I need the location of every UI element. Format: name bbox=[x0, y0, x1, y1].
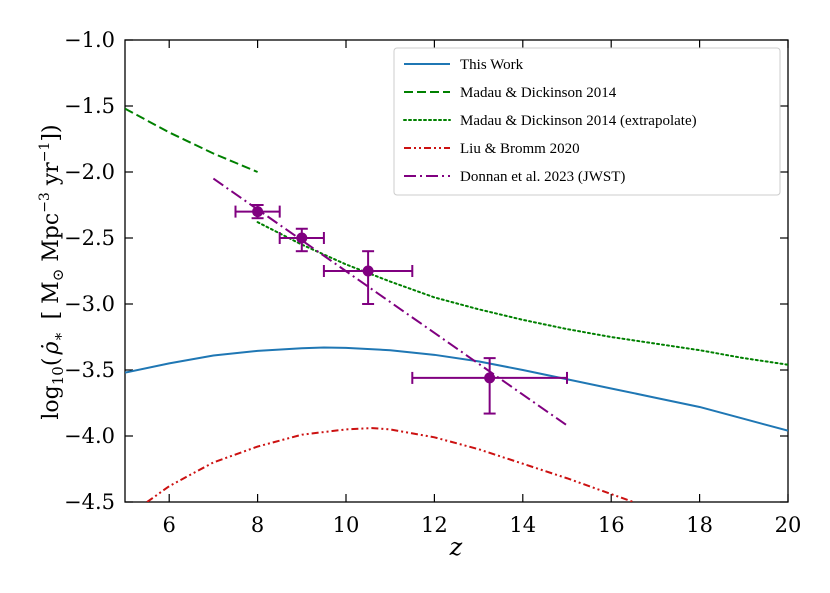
y-tick-label: −4.0 bbox=[64, 424, 115, 448]
errorbar-layer bbox=[234, 204, 568, 415]
ylabel-log: log bbox=[39, 385, 64, 419]
x-tick-label: 20 bbox=[775, 513, 802, 537]
ylabel-unit-close: ]) bbox=[39, 124, 64, 141]
series-line-3 bbox=[146, 427, 634, 502]
legend-label-2: Madau & Dickinson 2014 (extrapolate) bbox=[460, 113, 697, 129]
ylabel-star: ∗ bbox=[49, 331, 67, 341]
ylabel-paren: ( bbox=[39, 358, 64, 367]
ylabel-sun: ⊙ bbox=[49, 269, 67, 282]
data-point bbox=[484, 372, 496, 384]
data-point bbox=[252, 206, 264, 218]
x-axis-label: z bbox=[449, 533, 463, 561]
x-tick-label: 6 bbox=[163, 513, 176, 537]
ylabel-yr: yr bbox=[39, 162, 64, 192]
series-line-2 bbox=[256, 221, 788, 366]
x-tick-label: 8 bbox=[251, 513, 264, 537]
series-line-4 bbox=[212, 177, 568, 427]
plot-frame bbox=[124, 39, 789, 503]
x-tick-label: 14 bbox=[509, 513, 536, 537]
legend-label-1: Madau & Dickinson 2014 bbox=[460, 85, 617, 101]
svg-text:log10(ρ̇∗[ M⊙ Mpc−3 yr−1]): log10( ρ̇∗ [ M⊙ Mpc−3 yr−1]) bbox=[37, 124, 67, 419]
y-tick-label: −4.5 bbox=[64, 490, 115, 514]
legend: This Work Madau & Dickinson 2014 Madau & D… bbox=[393, 47, 781, 196]
y-tick-label: −3.0 bbox=[64, 292, 115, 316]
y-tick-label: −1.0 bbox=[64, 28, 115, 52]
y-tick-label: −2.0 bbox=[64, 160, 115, 184]
ylabel-yr-exp: −1 bbox=[37, 142, 53, 163]
ylabel-unit-open: [ M bbox=[39, 281, 64, 319]
series-line-0 bbox=[125, 346, 788, 432]
ylabel-mpc: Mpc bbox=[39, 213, 64, 269]
axis-ticks bbox=[125, 39, 789, 503]
x-tick-label: 12 bbox=[421, 513, 448, 537]
y-axis-label: log10( ρ̇∗ [ M⊙ Mpc−3 yr−1]) bbox=[37, 124, 67, 419]
ylabel-mpc-exp: −3 bbox=[37, 192, 53, 213]
series-line-1 bbox=[125, 107, 258, 173]
x-tick-label: 18 bbox=[686, 513, 713, 537]
legend-box bbox=[393, 47, 781, 196]
x-tick-label: 10 bbox=[333, 513, 360, 537]
data-point bbox=[296, 232, 308, 244]
legend-label-4: Donnan et al. 2023 (JWST) bbox=[460, 169, 625, 185]
legend-label-0: This Work bbox=[460, 57, 524, 73]
ylabel-sub: 10 bbox=[49, 366, 67, 385]
y-tick-label: −2.5 bbox=[64, 226, 115, 250]
axis-tick-labels: 6 8 10 12 14 16 18 20 −4.5 −4.0 −3.5 −3.0 −2.5 −2.0 −1… bbox=[64, 28, 801, 537]
y-tick-label: −1.5 bbox=[64, 94, 115, 118]
legend-label-3: Liu & Bromm 2020 bbox=[460, 141, 580, 157]
y-tick-label: −3.5 bbox=[64, 358, 115, 382]
series-layer bbox=[125, 107, 788, 502]
ylabel-rho: ρ̇ bbox=[39, 342, 64, 356]
x-tick-label: 16 bbox=[598, 513, 625, 537]
data-point bbox=[362, 265, 374, 277]
